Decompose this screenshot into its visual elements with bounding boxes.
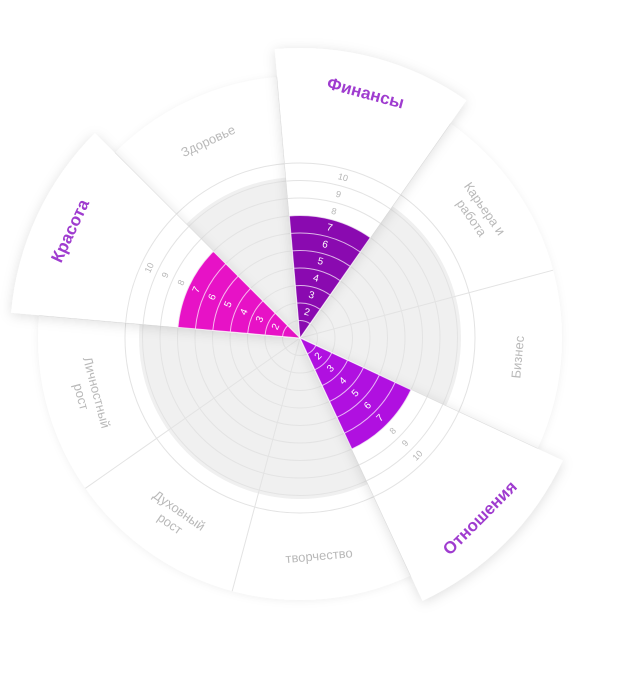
category-label-line: Бизнес <box>508 335 527 379</box>
ring-number: 3 <box>307 290 316 302</box>
scale-tick-label: 8 <box>388 426 399 437</box>
ring-number: 5 <box>316 256 325 268</box>
sector-divider <box>85 337 301 489</box>
scale-tick-label: 9 <box>335 189 342 200</box>
scale-tick-label: 10 <box>337 171 349 183</box>
category-label-line: рост <box>71 382 92 412</box>
value-ring <box>282 324 302 339</box>
sector-divider <box>299 269 554 339</box>
value-ring <box>297 320 311 340</box>
category-label: Бизнес <box>508 335 527 379</box>
ring-number: 4 <box>312 273 321 285</box>
scale-tick-label: 9 <box>400 438 411 449</box>
scale-tick-label: 9 <box>160 271 171 280</box>
grid-arc <box>358 396 428 466</box>
ring-number: 3 <box>254 314 267 324</box>
grid-arc <box>160 238 202 326</box>
grid-arc <box>284 162 401 196</box>
grid-arc <box>373 411 460 498</box>
category-label-line: творчество <box>285 545 353 566</box>
ring-number: 6 <box>207 292 220 302</box>
ring-number: 5 <box>222 299 235 309</box>
sector-7-label-group: творчество <box>285 545 353 566</box>
grid-arc <box>286 180 391 210</box>
scale-tick-label: 10 <box>143 261 156 274</box>
category-label: творчество <box>285 545 353 566</box>
value-ring <box>298 336 317 355</box>
ring-number: 7 <box>191 285 204 295</box>
ring-number: 2 <box>270 322 283 332</box>
grid-arc <box>366 404 444 482</box>
grid-arc <box>142 226 189 325</box>
sector-divider <box>231 337 301 592</box>
scale-tick-label: 8 <box>175 278 186 287</box>
ring-number: 4 <box>238 307 251 317</box>
ring-number: 6 <box>321 239 330 251</box>
ring-number: 2 <box>303 307 312 319</box>
ring-number: 7 <box>325 222 334 234</box>
grid-arc <box>125 213 177 323</box>
sector-5-label-group: Бизнес <box>508 335 527 379</box>
grid-arc <box>287 197 381 224</box>
scale-tick-label: 8 <box>330 206 337 217</box>
